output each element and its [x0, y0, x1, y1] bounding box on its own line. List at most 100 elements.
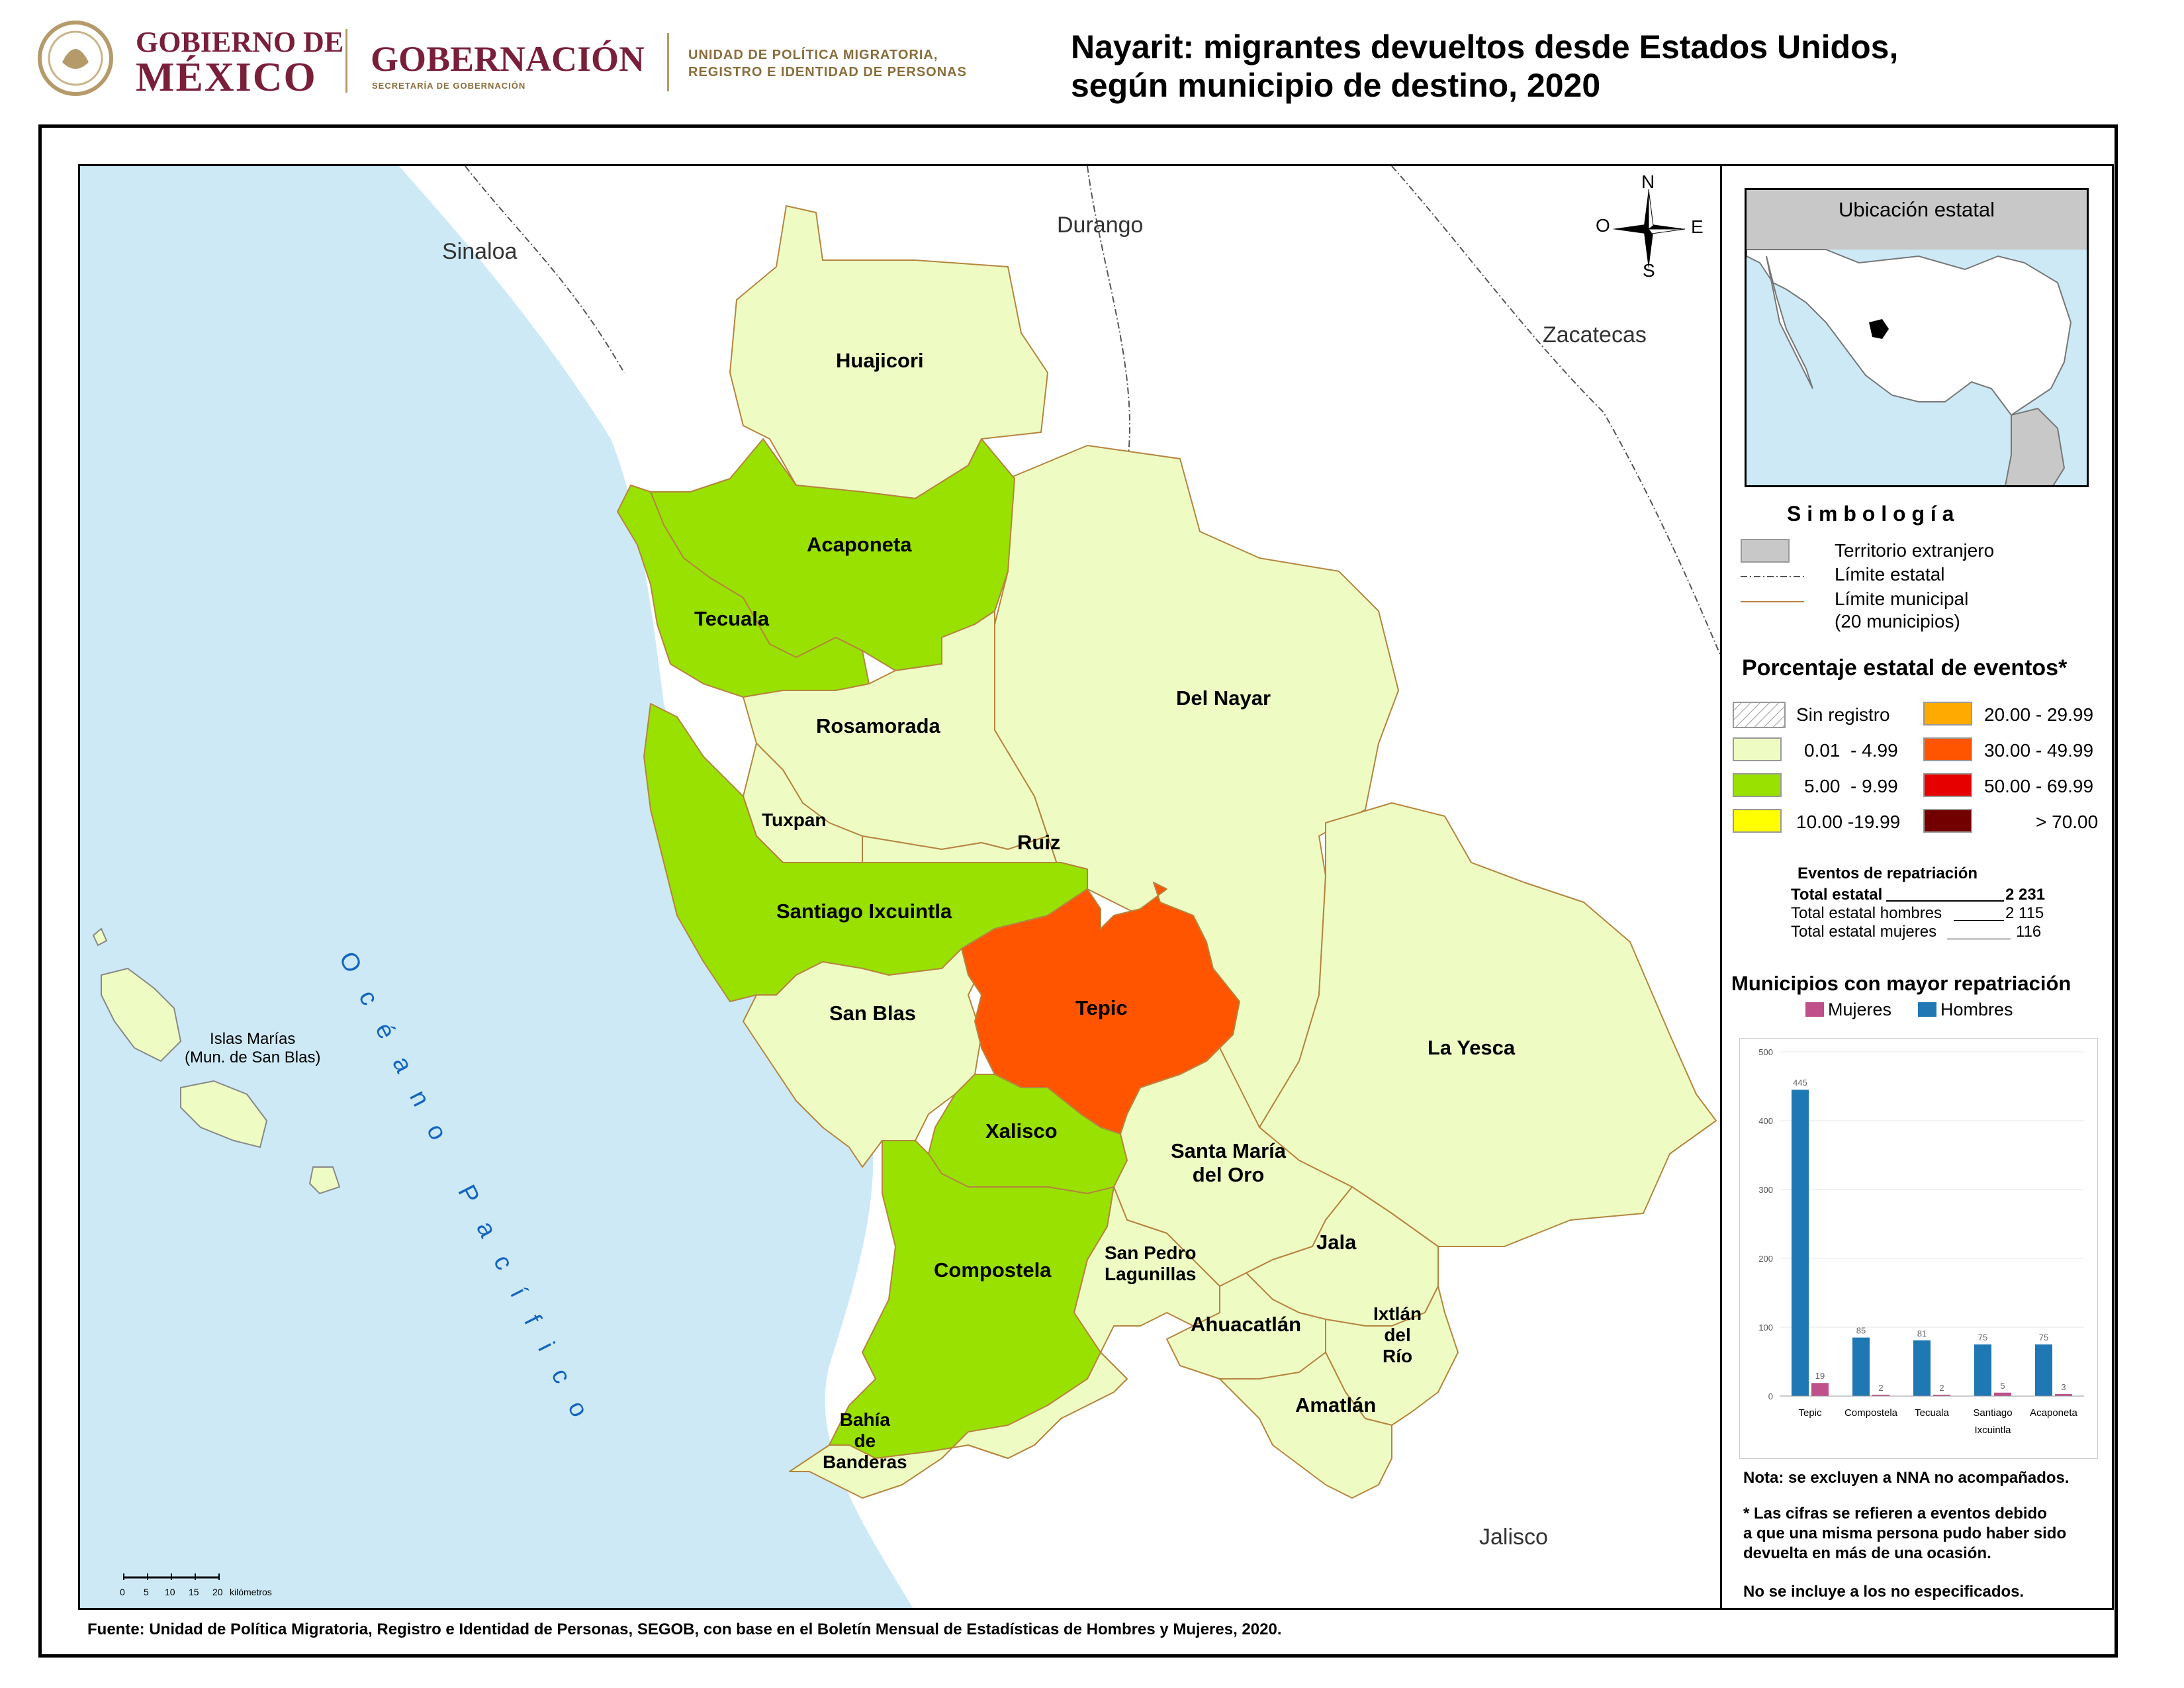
label-san-blas: San Blas [829, 1002, 916, 1025]
label-amatlan: Amatlán [1295, 1393, 1377, 1417]
class-label-3: 10.00 -19.99 [1796, 812, 1901, 832]
bar-hombres [1974, 1344, 1991, 1396]
legend-mujeres-swatch [1805, 1002, 1824, 1017]
bar-mujeres [1994, 1392, 2011, 1396]
coat-of-arms-icon [38, 21, 113, 96]
events-total-label: Total estatal [1791, 886, 1883, 904]
scale-tick-15: 15 [189, 1587, 199, 1597]
inset-svg [1747, 190, 2087, 485]
scale-tick-20: 20 [212, 1587, 223, 1597]
legend-title: S i m b o l o g í a [1787, 502, 1954, 526]
label-santa-maria-del-oro: Santa María del Oro [1171, 1139, 1287, 1186]
source-footer: Fuente: Unidad de Política Migratoria, R… [87, 1620, 1282, 1638]
scale-bar [123, 1573, 220, 1580]
y-tick-label: 200 [1758, 1254, 1773, 1264]
legend-municipal-limit: Límite municipal (20 municipios) [1835, 588, 1969, 632]
label-acaponeta: Acaponeta [807, 533, 912, 556]
municipality-san-pedro-lagunillas [1073, 1186, 1220, 1353]
chart-title: Municipios con mayor repatriación [1731, 972, 2071, 995]
swatch-foreign [1741, 539, 1790, 563]
data-label-mujeres: 2 [1878, 1383, 1883, 1393]
header: GOBIERNO DE MÉXICO GOBERNACIÓN SECRETARÍ… [0, 0, 2184, 119]
ministry-name: GOBERNACIÓN [371, 39, 645, 79]
scale-tick-0: 0 [120, 1587, 125, 1597]
swatch-class-1 [1733, 737, 1782, 761]
neighbor-durango: Durango [1057, 212, 1144, 238]
bar-hombres [1792, 1090, 1809, 1396]
label-del-nayar: Del Nayar [1176, 686, 1271, 710]
bar-hombres [1852, 1337, 1870, 1396]
label-ruiz: Ruiz [1017, 831, 1061, 854]
swatch-class-2 [1733, 773, 1782, 797]
x-tick-label: Acaponeta [2030, 1407, 2077, 1419]
unit-line2: REGISTRO E IDENTIDAD DE PERSONAS [688, 65, 967, 79]
class-label-1: 0.01 - 4.99 [1804, 740, 1898, 761]
compass-n: N [1641, 171, 1655, 192]
data-label-mujeres: 19 [1815, 1371, 1825, 1381]
label-huajicori: Huajicori [836, 349, 924, 372]
inset-map: Ubicación estatal [1745, 188, 2089, 487]
swatch-class-7 [1923, 809, 1972, 833]
x-tick-label: Tepic [1798, 1407, 1822, 1419]
bar-hombres [2035, 1344, 2052, 1396]
state-boundaries [465, 166, 1720, 657]
label-xalisco: Xalisco [985, 1119, 1058, 1143]
class-label-4: 20.00 - 29.99 [1984, 704, 2094, 725]
ministry-sub: SECRETARÍA DE GOBERNACIÓN [372, 81, 526, 91]
label-jala: Jala [1316, 1231, 1357, 1254]
inset-title: Ubicación estatal [1838, 198, 1995, 221]
header-separator-2 [667, 33, 669, 91]
events-women-label: Total estatal mujeres [1791, 923, 1937, 941]
label-bahia-de-banderas: Bahía de Banderas [823, 1409, 907, 1473]
data-label-mujeres: 5 [2000, 1381, 2005, 1391]
label-san-pedro-lagunillas: San Pedro Lagunillas [1105, 1243, 1197, 1285]
label-santiago-ixcuintla: Santiago Ixcuintla [776, 900, 952, 923]
data-label-hombres: 445 [1793, 1078, 1807, 1088]
note-1: Nota: se excluyen a NNA no acompañados. [1743, 1469, 2070, 1487]
gov-line2: MÉXICO [136, 55, 317, 100]
note-3: No se incluye a los no especificados. [1743, 1583, 2025, 1601]
bar-mujeres [1811, 1383, 1829, 1396]
bar-mujeres [1872, 1394, 1889, 1396]
legend-hombres-swatch [1918, 1002, 1936, 1017]
neighbor-jalisco: Jalisco [1479, 1524, 1548, 1550]
label-compostela: Compostela [934, 1258, 1052, 1282]
compass-w: O [1596, 215, 1610, 236]
compass-rose-icon [1612, 189, 1686, 269]
legend-foreign: Territorio extranjero [1835, 540, 1995, 561]
events-leader-1 [1954, 920, 2004, 921]
map-svg [80, 166, 1720, 1608]
note-2: * Las cifras se refieren a eventos debid… [1743, 1505, 2067, 1562]
legend-mujeres: Mujeres [1828, 1000, 1892, 1019]
state-limit-symbol [1741, 576, 1804, 577]
y-tick-label: 400 [1758, 1116, 1773, 1126]
x-tick-label: Ixcuintla [1974, 1425, 2011, 1436]
label-ixtlan-del-rio: Ixtlán del Río [1373, 1303, 1422, 1367]
ocean-shape [80, 166, 913, 1608]
gov-line1: GOBIERNO DE [136, 26, 344, 58]
bar-mujeres [1933, 1394, 1950, 1396]
label-tuxpan: Tuxpan [762, 810, 827, 830]
y-tick-label: 0 [1768, 1391, 1773, 1401]
header-separator [345, 29, 347, 93]
data-label-hombres: 75 [2039, 1333, 2048, 1342]
bar-mujeres [2055, 1393, 2072, 1396]
events-total-value: 2 231 [2005, 886, 2046, 904]
label-ahuacatlan: Ahuacatlán [1191, 1313, 1302, 1336]
municipal-limit-symbol [1741, 601, 1804, 602]
x-tick-label: Tecuala [1915, 1407, 1949, 1419]
swatch-class-4 [1923, 702, 1972, 726]
data-label-hombres: 75 [1978, 1333, 1987, 1342]
swatch-class-3 [1733, 809, 1782, 833]
events-men-label: Total estatal hombres [1791, 904, 1942, 922]
label-rosamorada: Rosamorada [816, 714, 940, 737]
class-label-7: > 70.00 [2036, 812, 2099, 832]
events-leader-0 [1886, 900, 2004, 902]
bar-chart: 0 100 200 300 400 500 445 19 Tepic 85 2 Compostela 8… [1739, 1038, 2098, 1459]
class-label-5: 30.00 - 49.99 [1984, 740, 2094, 761]
swatch-class-6 [1923, 773, 1972, 797]
label-la-yesca: La Yesca [1428, 1036, 1516, 1059]
events-men-value: 2 115 [2005, 904, 2044, 922]
label-tecuala: Tecuala [694, 607, 770, 630]
compass-s: S [1643, 260, 1655, 281]
